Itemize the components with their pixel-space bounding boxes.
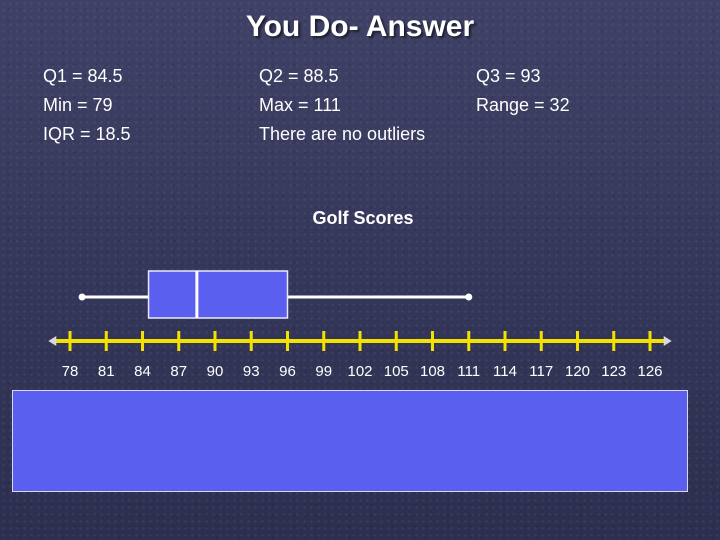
chart-title: Golf Scores <box>312 208 414 228</box>
tick-label: 108 <box>419 363 446 380</box>
whisker-min-point <box>78 293 86 301</box>
outliers-note: There are no outliers <box>259 124 426 144</box>
tick-label: 123 <box>601 363 627 380</box>
min-stat: Min = 79 <box>43 95 113 115</box>
tick-label: 96 <box>279 363 296 380</box>
tick-label: 117 <box>529 363 554 380</box>
tick-label: 111 <box>457 363 481 380</box>
number-line-left-arrow <box>48 336 57 346</box>
tick-label: 93 <box>242 363 260 380</box>
q2-stat: Q2 = 88.5 <box>259 66 339 86</box>
tick-label: 126 <box>637 363 663 380</box>
range-stat: Range = 32 <box>476 95 570 115</box>
tick-label: 99 <box>315 363 333 380</box>
number-line <box>48 331 672 351</box>
max-stat: Max = 111 <box>259 95 341 115</box>
tick-label: 84 <box>134 363 151 380</box>
number-line-right-arrow <box>663 336 672 346</box>
tick-label: 114 <box>493 363 517 380</box>
q1-stat: Q1 = 84.5 <box>43 66 123 86</box>
tick-label: 81 <box>97 363 115 380</box>
slide-title: You Do- Answer <box>245 10 475 43</box>
tick-label: 90 <box>206 363 224 380</box>
tick-label: 78 <box>61 363 79 380</box>
whisker-max-point <box>465 293 473 301</box>
iqr-stat: IQR = 18.5 <box>43 124 131 144</box>
tick-marks <box>68 331 652 351</box>
tick-label: 120 <box>564 363 591 380</box>
iqr-box <box>147 270 289 319</box>
tick-label: 87 <box>170 363 188 380</box>
tick-label: 102 <box>347 363 373 380</box>
answer-box <box>12 390 688 492</box>
tick-label: 105 <box>383 363 409 380</box>
q3-stat: Q3 = 93 <box>476 66 541 86</box>
